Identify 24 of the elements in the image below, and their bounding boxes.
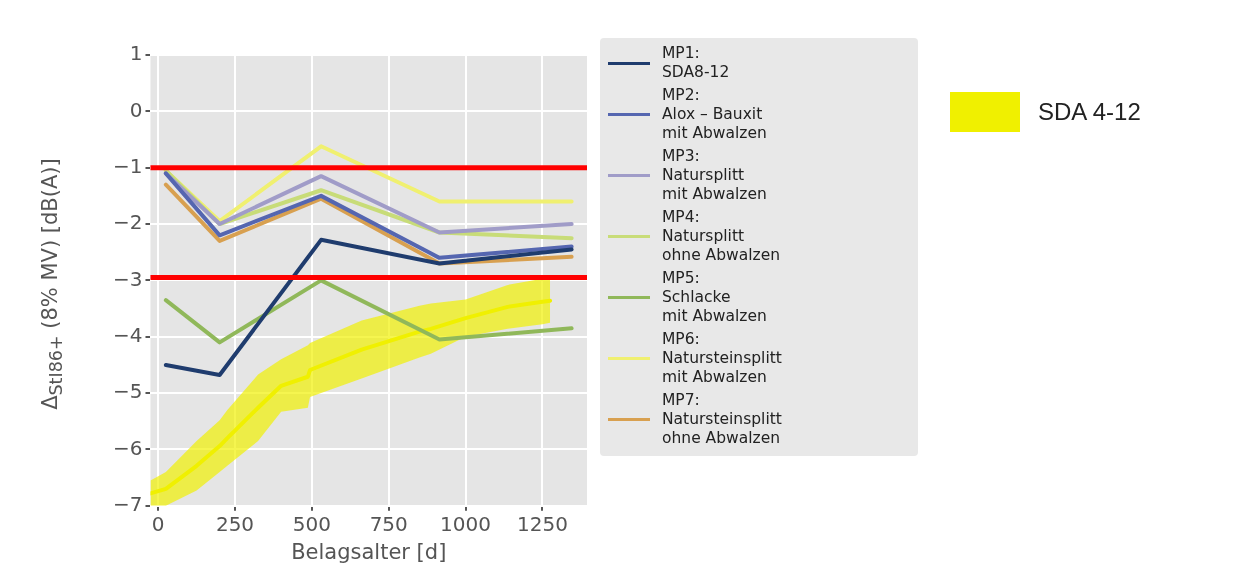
legend-label: MP2: Alox – Bauxit mit Abwalzen	[662, 86, 767, 143]
y-tick-label: −1	[113, 153, 143, 178]
x-axis-title: Belagsalter [d]	[291, 539, 447, 564]
legend-label: MP7: Natursteinsplitt ohne Abwalzen	[662, 391, 782, 448]
legend-label: MP1: SDA8-12	[662, 44, 730, 82]
y-tick-label: −5	[113, 379, 143, 404]
y-tick-label: −4	[113, 322, 143, 347]
legend-label: MP3: Natursplitt mit Abwalzen	[662, 147, 767, 204]
legend-label: MP5: Schlacke mit Abwalzen	[662, 269, 767, 326]
y-tick-label: −3	[113, 266, 143, 291]
x-tick-label: 250	[215, 512, 255, 536]
y-tick-label: 1	[129, 41, 143, 66]
x-tick-label: 1250	[516, 512, 568, 536]
x-tick-label: 0	[151, 512, 165, 536]
y-tick-label: 0	[129, 97, 143, 122]
y-tick-label: −2	[113, 210, 143, 235]
legend-label: SDA 4-12	[1038, 98, 1141, 126]
x-tick-label: 500	[292, 512, 331, 536]
y-tick-label: −6	[113, 435, 143, 460]
legend-label: MP6: Natursteinsplitt mit Abwalzen	[662, 330, 782, 387]
x-tick-label: 750	[369, 512, 408, 536]
legend-label: MP4: Natursplitt ohne Abwalzen	[662, 208, 781, 265]
x-tick-label: 1000	[440, 512, 492, 536]
y-tick-label: −7	[113, 492, 143, 516]
